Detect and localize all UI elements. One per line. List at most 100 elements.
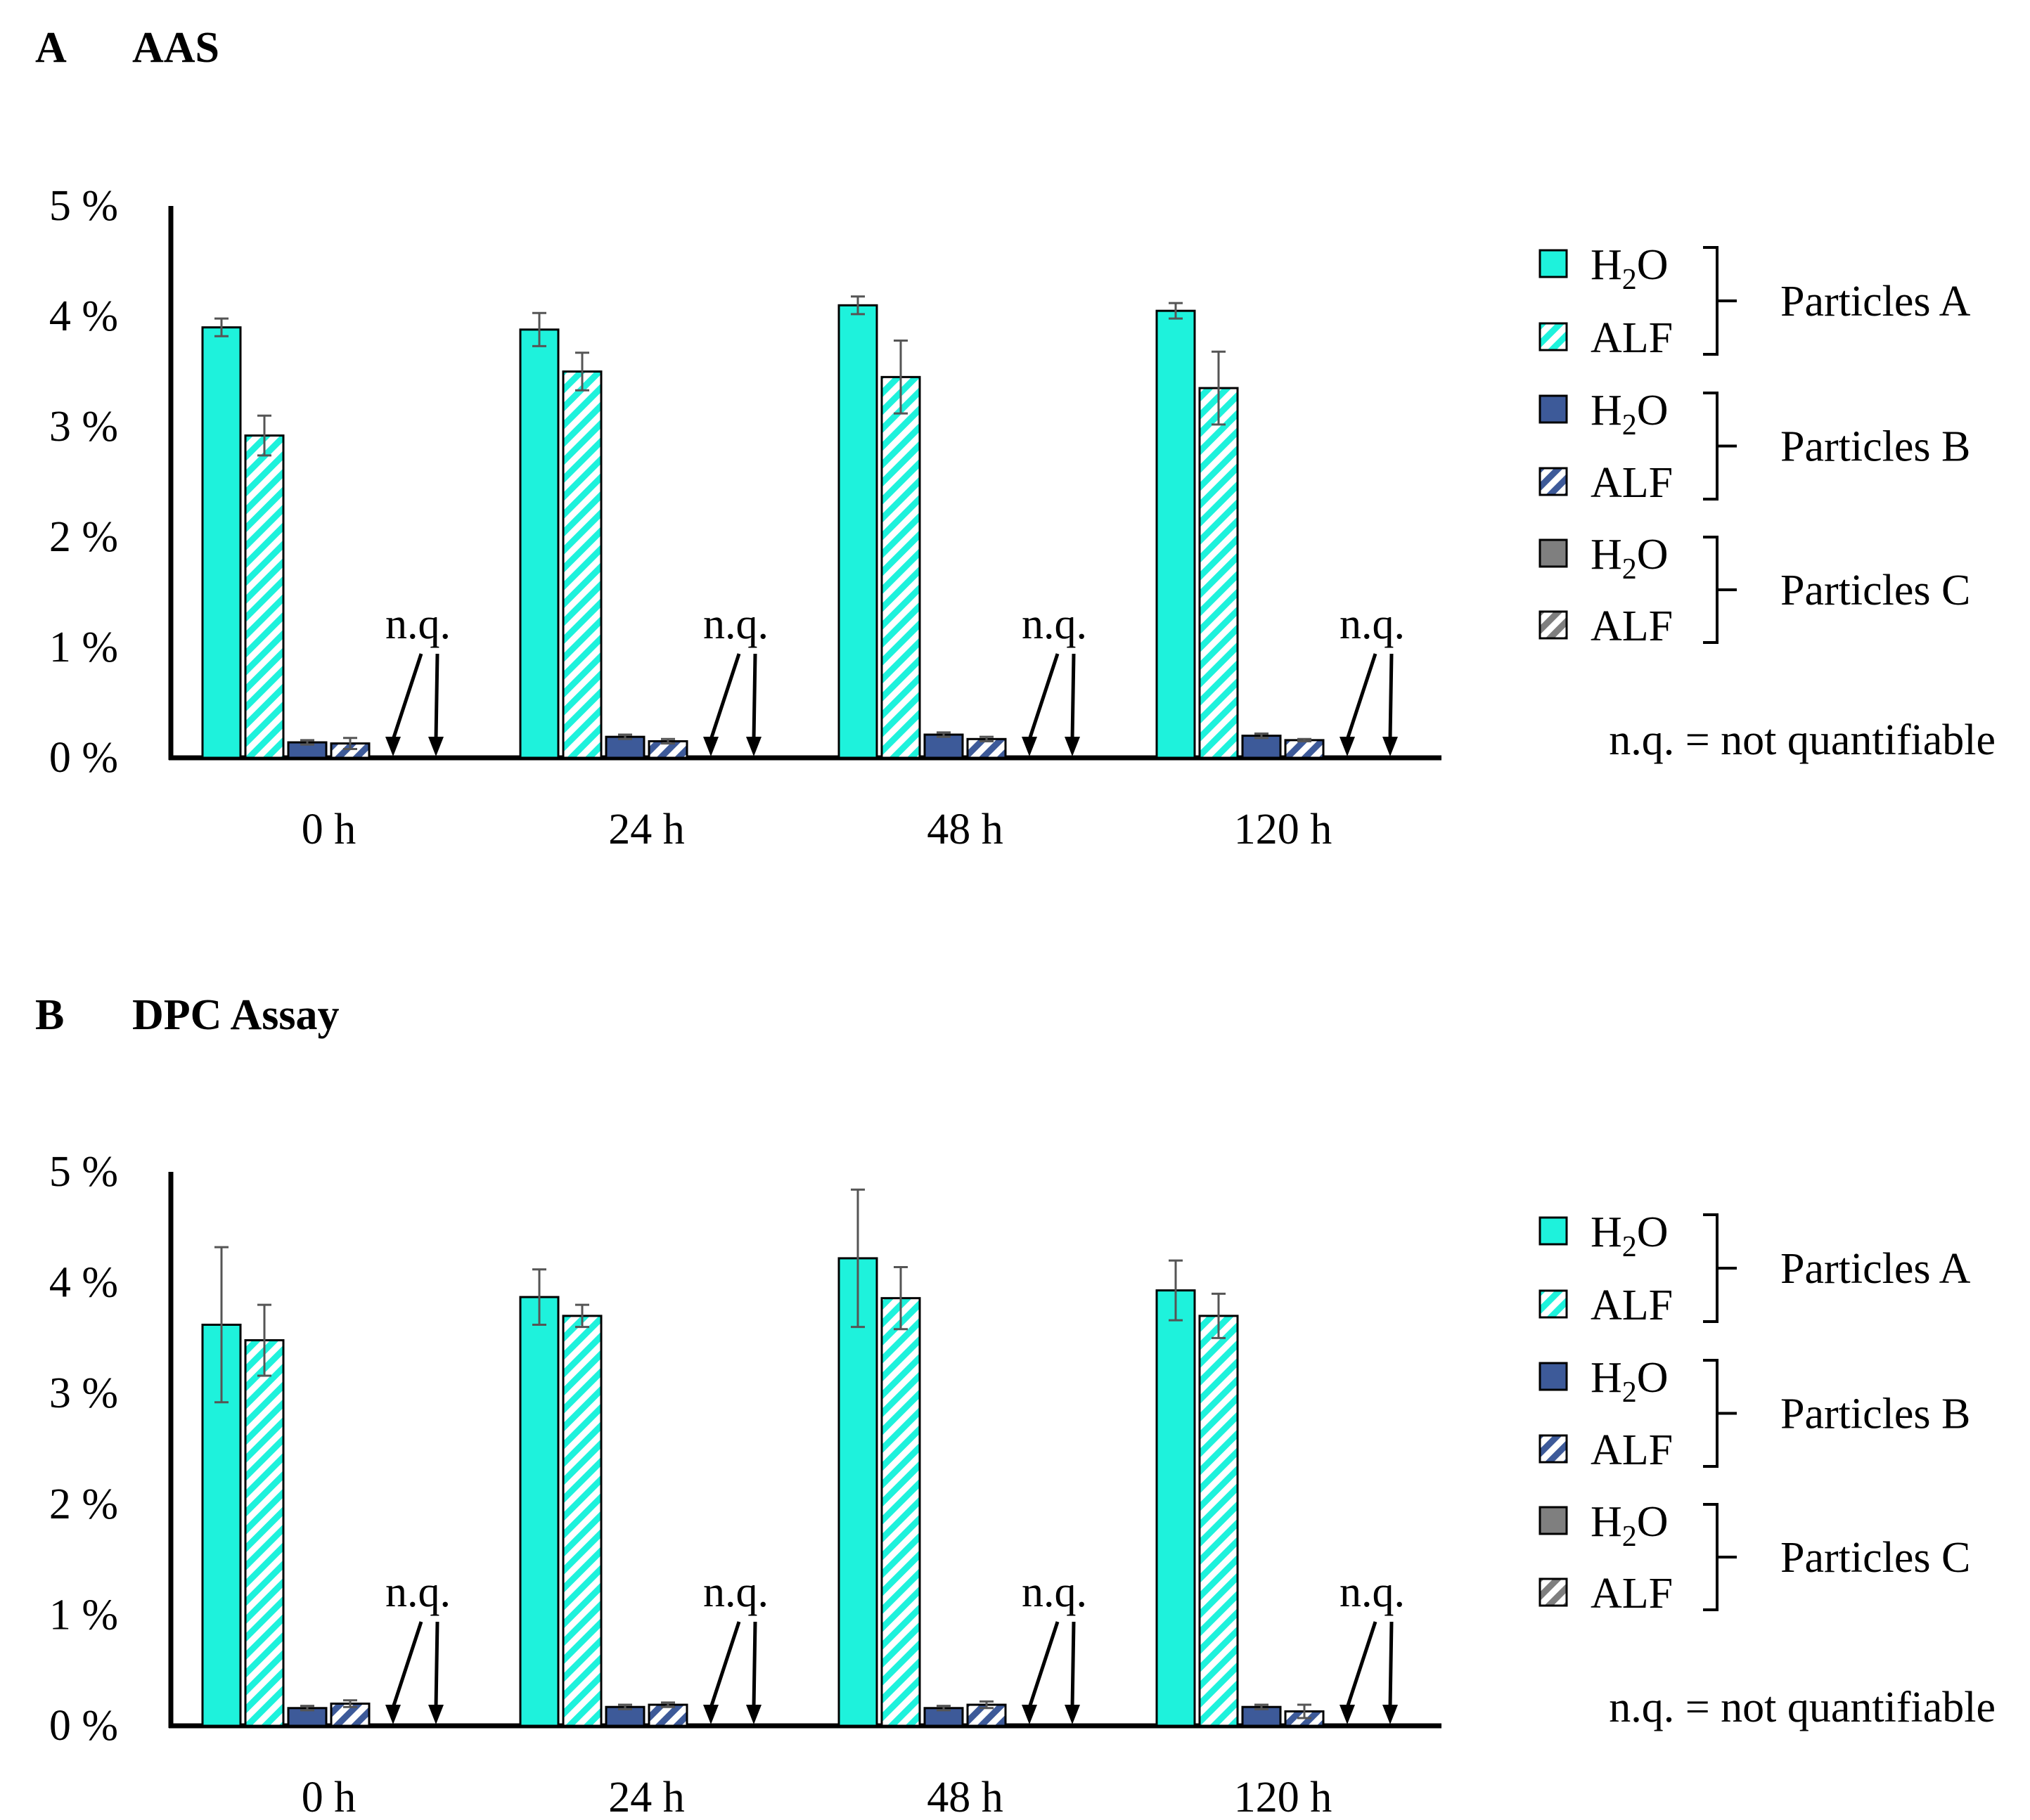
nq-arrowhead bbox=[428, 1705, 444, 1724]
y-tick-label: 0 % bbox=[49, 734, 118, 782]
nq-label: n.q. bbox=[1340, 600, 1405, 648]
nq-label: n.q. bbox=[385, 600, 451, 648]
x-tick-label: 24 h bbox=[608, 1774, 685, 1820]
legend-label: ALF bbox=[1591, 314, 1673, 362]
nq-arrow bbox=[434, 653, 439, 740]
bar bbox=[244, 1339, 285, 1727]
bar bbox=[605, 735, 645, 759]
legend-swatch bbox=[1538, 394, 1568, 424]
y-tick-label: 3 % bbox=[49, 403, 118, 451]
bar bbox=[1198, 387, 1239, 759]
panel-b: B DPC Assay 0 % 1 % 2 % 3 % 4 % 5 % n.q. 0 h n.q. 2… bbox=[35, 991, 1996, 1820]
y-tick-label: 2 % bbox=[49, 513, 118, 561]
y-tick-label: 5 % bbox=[49, 1148, 118, 1196]
legend-bracket bbox=[1703, 536, 1737, 644]
legend-label: ALF bbox=[1591, 1570, 1673, 1618]
nq-arrowhead bbox=[1065, 737, 1080, 756]
nq-arrow bbox=[1345, 1621, 1377, 1708]
legend-label: ALF bbox=[1591, 1282, 1673, 1329]
nq-arrowhead bbox=[703, 1705, 719, 1724]
legend-swatch bbox=[1538, 538, 1568, 568]
y-tick-label: 2 % bbox=[49, 1480, 118, 1528]
x-tick-label: 48 h bbox=[927, 1774, 1003, 1820]
nq-arrowhead bbox=[746, 737, 762, 756]
nq-arrowhead bbox=[703, 737, 719, 756]
legend-bracket bbox=[1703, 246, 1737, 356]
bar bbox=[1198, 1315, 1239, 1727]
y-tick-label: 4 % bbox=[49, 1259, 118, 1307]
panel-letter: A bbox=[35, 24, 67, 72]
legend-swatch bbox=[1538, 1434, 1568, 1464]
nq-label: n.q. bbox=[703, 600, 769, 648]
nq-arrow bbox=[752, 653, 757, 740]
nq-arrowhead bbox=[385, 737, 401, 756]
panel-title: AAS bbox=[132, 24, 219, 72]
legend-group-label: Particles C bbox=[1780, 1534, 1970, 1582]
x-tick-label: 0 h bbox=[302, 806, 356, 853]
nq-arrow bbox=[709, 1621, 741, 1708]
nq-arrowhead bbox=[1340, 1705, 1355, 1724]
bar bbox=[562, 370, 603, 759]
legend-bracket bbox=[1703, 1503, 1737, 1611]
nq-label: n.q. bbox=[1340, 1568, 1405, 1616]
legend-label: H2O bbox=[1591, 1208, 1669, 1263]
nq-arrow bbox=[1027, 1621, 1060, 1708]
legend-group-label: Particles B bbox=[1780, 1390, 1970, 1438]
nq-arrowhead bbox=[1382, 1705, 1398, 1724]
nq-arrowhead bbox=[1022, 1705, 1037, 1724]
bar bbox=[201, 326, 242, 759]
x-tick-label: 120 h bbox=[1234, 806, 1332, 853]
nq-arrowhead bbox=[1022, 737, 1037, 756]
legend-bracket bbox=[1703, 1213, 1737, 1323]
legend-swatch bbox=[1538, 610, 1568, 640]
panel-letter: B bbox=[35, 991, 64, 1039]
nq-arrow bbox=[1345, 653, 1377, 740]
bar bbox=[519, 1296, 560, 1727]
legend-group-label: Particles A bbox=[1780, 278, 1971, 325]
legend: H2O ALF H2O ALF H2O ALF Particles A Particles B… bbox=[1538, 241, 1996, 764]
bar bbox=[837, 1257, 878, 1727]
panel-a: A AAS 0 % 1 % 2 % 3 % 4 % 5 % n.q. 0 h n.q. 24 h n.q… bbox=[35, 24, 1996, 853]
bar bbox=[1155, 309, 1196, 759]
y-tick-label: 5 % bbox=[49, 182, 118, 230]
legend-label: H2O bbox=[1591, 387, 1669, 441]
nq-label: n.q. bbox=[703, 1568, 769, 1616]
y-tick-label: 1 % bbox=[49, 1591, 118, 1639]
legend-label: ALF bbox=[1591, 459, 1673, 507]
x-tick-label: 0 h bbox=[302, 1774, 356, 1820]
y-tick-label: 4 % bbox=[49, 292, 118, 340]
legend-swatch bbox=[1538, 467, 1568, 496]
nq-arrow bbox=[391, 653, 423, 740]
legend-swatch bbox=[1538, 1216, 1568, 1246]
nq-label: n.q. bbox=[1022, 1568, 1087, 1616]
legend-label: ALF bbox=[1591, 1426, 1673, 1474]
nq-arrow bbox=[709, 653, 741, 740]
nq-arrowhead bbox=[385, 1705, 401, 1724]
bar bbox=[244, 434, 285, 759]
panel-title: DPC Assay bbox=[132, 991, 340, 1039]
legend-note: n.q. = not quantifiable bbox=[1609, 1684, 1996, 1731]
legend-group-label: Particles C bbox=[1780, 567, 1970, 614]
nq-arrowhead bbox=[746, 1705, 762, 1724]
nq-arrowhead bbox=[1065, 1705, 1080, 1724]
x-tick-label: 48 h bbox=[927, 806, 1003, 853]
legend-swatch bbox=[1538, 1362, 1568, 1391]
legend-swatch bbox=[1538, 1289, 1568, 1319]
y-tick-label: 0 % bbox=[49, 1702, 118, 1750]
bar bbox=[880, 375, 921, 759]
nq-arrow bbox=[1388, 653, 1394, 740]
nq-arrowhead bbox=[1340, 737, 1355, 756]
x-tick-label: 120 h bbox=[1234, 1774, 1332, 1820]
legend-label: ALF bbox=[1591, 602, 1673, 650]
legend-note: n.q. = not quantifiable bbox=[1609, 716, 1996, 764]
nq-arrow bbox=[391, 1621, 423, 1708]
legend-label: H2O bbox=[1591, 241, 1669, 296]
nq-arrow bbox=[1388, 1621, 1394, 1708]
nq-arrow bbox=[752, 1621, 757, 1708]
legend-label: H2O bbox=[1591, 1354, 1669, 1409]
legend-bracket bbox=[1703, 1359, 1737, 1468]
legend-swatch bbox=[1538, 322, 1568, 351]
nq-arrowhead bbox=[1382, 737, 1398, 756]
nq-label: n.q. bbox=[385, 1568, 451, 1616]
